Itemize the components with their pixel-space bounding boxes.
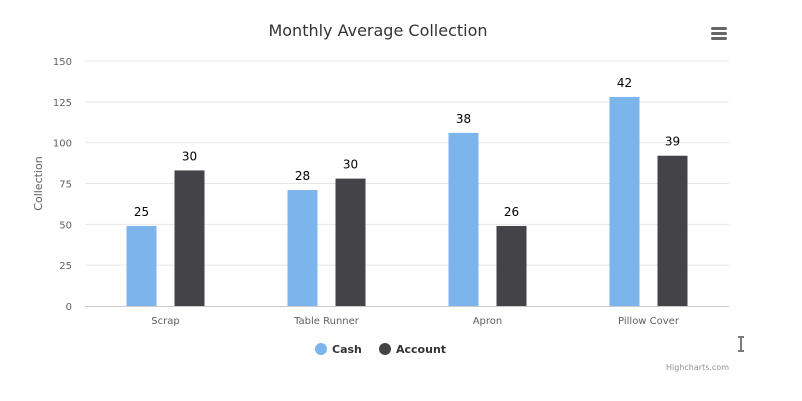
data-label: 38 xyxy=(456,112,471,126)
y-axis-title: Collection xyxy=(32,156,45,210)
legend-item-cash[interactable]: Cash xyxy=(315,343,362,356)
menu-line xyxy=(711,32,727,35)
legend-label: Account xyxy=(396,343,446,356)
bar-account[interactable] xyxy=(496,225,527,306)
bar-account[interactable] xyxy=(657,155,688,306)
legend-item-account[interactable]: Account xyxy=(379,343,446,356)
x-tick-label: Scrap xyxy=(151,316,179,327)
data-label: 25 xyxy=(134,205,149,219)
bar-account[interactable] xyxy=(174,170,205,306)
y-tick-label: 125 xyxy=(53,98,72,109)
legend-label: Cash xyxy=(332,343,362,356)
data-label: 39 xyxy=(665,135,680,149)
x-axis: Scrap Table Runner Apron Pillow Cover xyxy=(151,316,680,327)
y-axis: 0 25 50 75 100 125 150 xyxy=(53,57,72,313)
data-label: 42 xyxy=(617,76,632,90)
y-tick-label: 50 xyxy=(59,220,72,231)
legend: Cash Account xyxy=(315,343,446,356)
menu-line xyxy=(711,27,727,30)
y-tick-label: 75 xyxy=(59,180,72,191)
x-tick-label: Table Runner xyxy=(293,316,360,327)
legend-symbol xyxy=(379,343,391,355)
x-tick-label: Pillow Cover xyxy=(618,316,680,327)
plot-area xyxy=(126,96,688,306)
data-label: 30 xyxy=(343,158,358,172)
x-tick-label: Apron xyxy=(473,316,503,327)
data-labels: 25 30 28 30 38 26 42 39 xyxy=(134,76,680,219)
data-label: 28 xyxy=(295,169,310,183)
menu-line xyxy=(711,37,727,40)
y-tick-label: 25 xyxy=(59,261,72,272)
legend-symbol xyxy=(315,343,327,355)
context-menu-button[interactable] xyxy=(711,27,727,41)
bar-account[interactable] xyxy=(335,178,366,306)
bar-cash[interactable] xyxy=(448,132,479,306)
y-tick-label: 0 xyxy=(66,302,72,313)
text-cursor-icon xyxy=(738,336,744,352)
chart-title: Monthly Average Collection xyxy=(268,21,487,40)
data-label: 30 xyxy=(182,149,197,163)
bar-cash[interactable] xyxy=(609,96,640,306)
y-tick-label: 100 xyxy=(53,139,72,150)
credits-link[interactable]: Highcharts.com xyxy=(666,363,729,372)
bar-cash[interactable] xyxy=(287,190,318,306)
data-label: 26 xyxy=(504,205,519,219)
bar-cash[interactable] xyxy=(126,225,157,306)
y-tick-label: 150 xyxy=(53,57,72,68)
